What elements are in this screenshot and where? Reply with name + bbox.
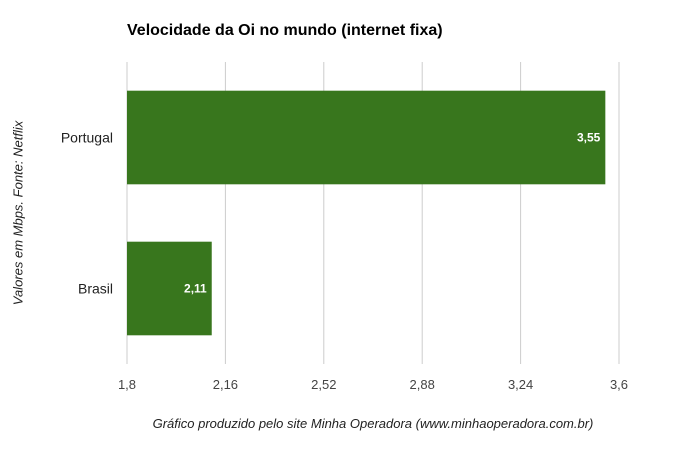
x-axis-label: Gráfico produzido pelo site Minha Operad…	[152, 416, 594, 431]
bar	[127, 241, 212, 336]
x-tick-label: 3,24	[508, 377, 533, 392]
x-tick-label: 2,16	[213, 377, 238, 392]
y-category-label: Portugal	[61, 130, 113, 146]
chart-title: Velocidade da Oi no mundo (internet fixa…	[127, 22, 443, 39]
x-tick-label: 2,88	[410, 377, 435, 392]
bar-value-label: 2,11	[184, 282, 207, 296]
y-category-label: Brasil	[78, 281, 113, 297]
x-tick-label: 2,52	[311, 377, 336, 392]
x-tick-label: 1,8	[118, 377, 136, 392]
bar	[127, 90, 606, 185]
bar-value-label: 3,55	[577, 131, 601, 145]
x-tick-label: 3,6	[610, 377, 628, 392]
